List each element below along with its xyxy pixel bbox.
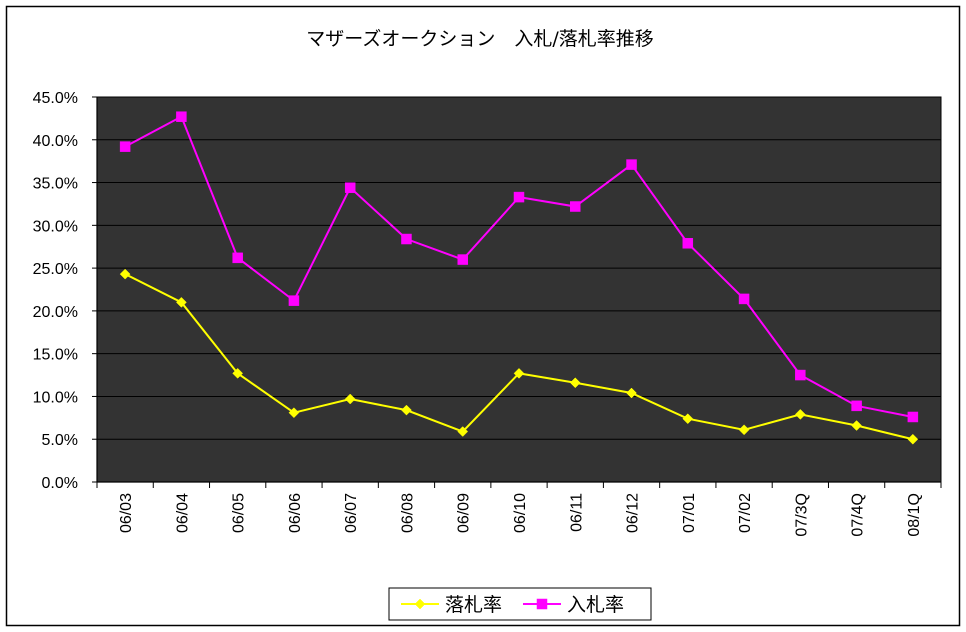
y-tick-label: 45.0%: [33, 90, 78, 107]
x-tick-label: 06/09: [456, 493, 473, 533]
y-tick-label: 25.0%: [33, 261, 78, 278]
data-point: [176, 296, 187, 308]
data-point: [738, 293, 750, 305]
y-tick-label: 0.0%: [42, 475, 78, 492]
x-tick-label: 06/10: [512, 493, 529, 533]
data-point: [119, 141, 131, 152]
data-point: [457, 426, 469, 437]
y-tick-label: 10.0%: [33, 389, 78, 406]
legend-marker: [536, 598, 548, 610]
data-point: [570, 201, 581, 212]
data-point: [626, 159, 637, 170]
data-point: [513, 367, 525, 379]
data-point: [851, 400, 862, 412]
legend-label: 落札率: [445, 594, 502, 616]
plot-background: [96, 96, 942, 483]
data-point: [232, 252, 243, 264]
data-point: [457, 254, 468, 265]
data-point: [682, 238, 694, 249]
data-point: [682, 413, 694, 425]
plot-area: 0.0% 5.0% 10.0% 15.0% 20.0% 25.0% 30.0% 35.0% 40…: [33, 90, 942, 537]
data-point: [119, 268, 131, 280]
y-tick-label: 5.0%: [42, 432, 78, 449]
data-point: [907, 433, 919, 445]
x-tick-label: 06/04: [174, 493, 191, 533]
series-1: [119, 111, 919, 423]
x-tick-label: 06/05: [231, 493, 248, 533]
y-tick-label: 35.0%: [33, 176, 78, 193]
x-tick-label: 06/08: [399, 493, 416, 533]
data-point: [401, 404, 412, 416]
data-point: [569, 377, 581, 389]
legend: 落札率 入札率: [388, 587, 652, 621]
data-point: [907, 411, 919, 423]
y-tick-label: 40.0%: [33, 133, 78, 150]
data-point: [232, 367, 244, 379]
data-point: [344, 393, 356, 405]
x-tick-label: 06/12: [625, 493, 642, 533]
data-point: [288, 295, 300, 306]
data-point: [513, 191, 525, 203]
legend-marker: [414, 598, 426, 610]
x-tick-label: 06/07: [343, 493, 360, 533]
data-point: [738, 424, 750, 436]
y-tick-label: 20.0%: [33, 304, 78, 321]
y-tick-label: 15.0%: [33, 347, 78, 364]
legend-label: 入札率: [567, 594, 624, 616]
x-tick-label: 06/06: [287, 493, 304, 533]
y-tick-label: 30.0%: [33, 218, 78, 235]
series-0: [119, 268, 919, 445]
chart-title: マザーズオークション 入札/落札率推移: [306, 28, 653, 50]
data-point: [401, 233, 412, 245]
x-tick-label: 07/01: [681, 493, 698, 533]
data-point: [794, 409, 806, 420]
data-point: [626, 387, 637, 399]
x-tick-label: 06/03: [118, 493, 135, 533]
x-tick-label: 06/11: [568, 493, 585, 532]
x-tick-label: 07/4Q: [850, 493, 867, 537]
data-point: [288, 407, 300, 419]
data-point: [344, 182, 356, 193]
x-tick-label: 08/1Q: [906, 493, 923, 537]
x-tick-label: 07/02: [737, 493, 754, 533]
data-point: [795, 369, 806, 381]
x-tick-label: 07/3Q: [793, 493, 810, 537]
data-point: [851, 420, 862, 431]
data-point: [176, 111, 187, 122]
